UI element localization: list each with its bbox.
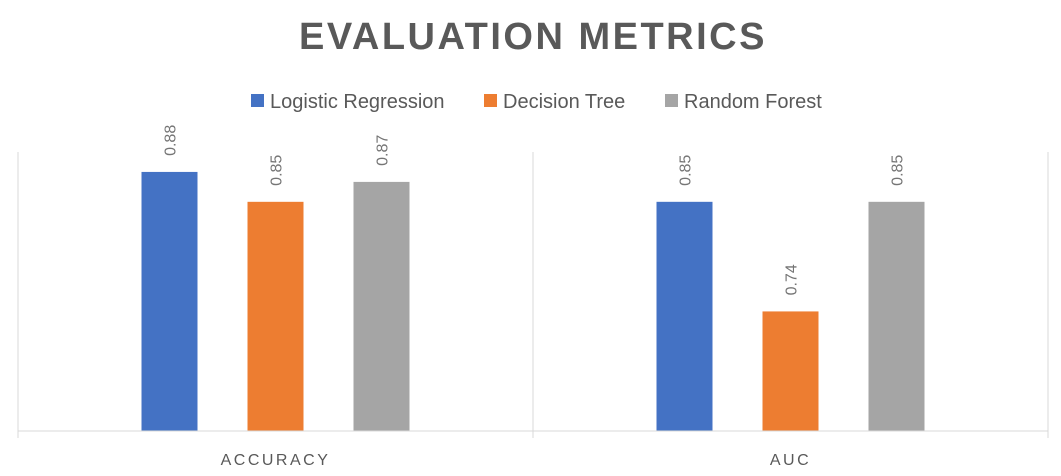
data-labels: 0.88 0.85 0.87 0.85 0.74 0.85 bbox=[163, 125, 907, 296]
category-label-auc: AUC bbox=[770, 452, 811, 469]
legend-swatch bbox=[251, 94, 264, 107]
legend-item-decision-tree: Decision Tree bbox=[484, 91, 625, 113]
data-label-accuracy-logistic-regression: 0.88 bbox=[163, 125, 180, 156]
data-label-auc-random-forest: 0.85 bbox=[890, 155, 907, 186]
legend-swatch bbox=[665, 94, 678, 107]
legend-item-logistic-regression: Logistic Regression bbox=[251, 91, 445, 113]
data-label-auc-decision-tree: 0.74 bbox=[784, 264, 801, 295]
category-separators bbox=[17, 152, 1049, 438]
bar-auc-random-forest bbox=[868, 201, 925, 431]
legend-label: Logistic Regression bbox=[270, 91, 445, 113]
category-label-accuracy: ACCURACY bbox=[221, 452, 331, 469]
bar-accuracy-decision-tree bbox=[247, 201, 304, 431]
category-labels: ACCURACY AUC bbox=[221, 452, 811, 469]
bars bbox=[141, 171, 925, 431]
bar-auc-logistic-regression bbox=[656, 201, 713, 431]
legend-label: Random Forest bbox=[684, 91, 822, 113]
data-label-auc-logistic-regression: 0.85 bbox=[678, 155, 695, 186]
data-label-accuracy-decision-tree: 0.85 bbox=[269, 155, 286, 186]
legend-label: Decision Tree bbox=[503, 91, 625, 113]
legend: Logistic Regression Decision Tree Random F… bbox=[251, 91, 822, 113]
bar-accuracy-random-forest bbox=[353, 181, 410, 431]
legend-swatch bbox=[484, 94, 497, 107]
data-label-accuracy-random-forest: 0.87 bbox=[375, 135, 392, 166]
bar-auc-decision-tree bbox=[762, 311, 819, 431]
bar-accuracy-logistic-regression bbox=[141, 171, 198, 431]
chart-title: EVALUATION METRICS bbox=[299, 16, 767, 58]
legend-item-random-forest: Random Forest bbox=[665, 91, 822, 113]
